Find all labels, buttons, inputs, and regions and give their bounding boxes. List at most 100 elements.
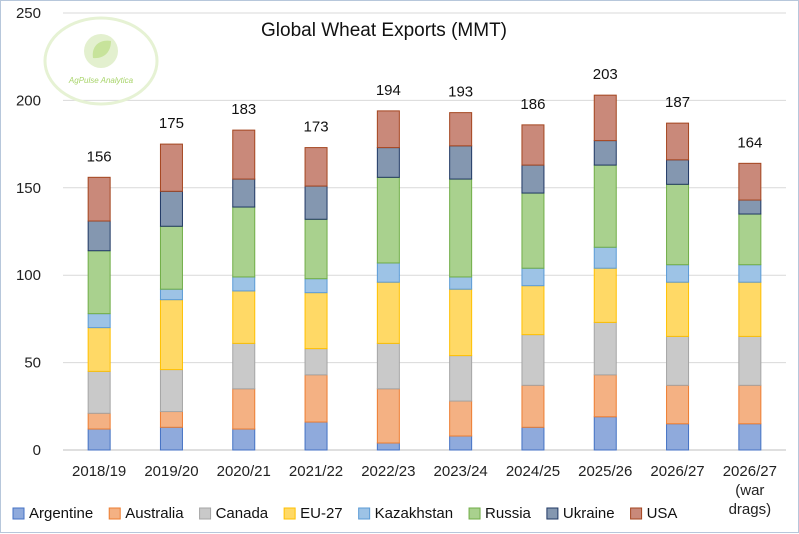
bar-segment-russia [232, 206, 256, 278]
total-label: 193 [448, 84, 473, 101]
bar-segment-eu-27 [738, 281, 762, 337]
total-label: 194 [376, 82, 401, 99]
bar-segment-eu-27 [232, 290, 256, 344]
bar-segment-australia [738, 384, 762, 425]
grid-lines [63, 12, 786, 451]
y-tick-label: 250 [16, 5, 41, 22]
bar-segment-kazakhstan [449, 276, 473, 290]
bar-segment-kazakhstan [521, 267, 545, 287]
legend-swatch-argentine [12, 507, 25, 520]
y-tick-label: 100 [16, 267, 41, 284]
x-tick-label: 2026/27 [723, 463, 777, 480]
bar-segment-ukraine [159, 190, 183, 227]
bar-segment-ukraine [376, 147, 400, 178]
x-tick-label: 2018/19 [72, 463, 126, 480]
total-label: 164 [737, 134, 762, 151]
bar-segment-australia [666, 384, 690, 425]
legend-swatch-kazakhstan [358, 507, 371, 520]
bar-segment-usa [738, 162, 762, 201]
bar-segment-eu-27 [449, 288, 473, 357]
bar-segment-russia [593, 164, 617, 248]
bar-segment-australia [376, 388, 400, 444]
bar-segment-ukraine [738, 199, 762, 215]
legend-label-eu-27: EU-27 [300, 505, 343, 522]
total-label: 173 [304, 119, 329, 136]
y-tick-label: 200 [16, 92, 41, 109]
bar-segment-argentine [87, 428, 111, 451]
bar-segment-canada [738, 335, 762, 386]
bar-segment-australia [593, 374, 617, 418]
x-tick-label: (war [735, 482, 764, 499]
bar-segment-argentine [521, 426, 545, 451]
x-tick-label: 2023/24 [434, 463, 488, 480]
bar-segment-usa [159, 143, 183, 192]
bar-segment-eu-27 [376, 281, 400, 344]
bar-segment-australia [521, 384, 545, 428]
legend-label-kazakhstan: Kazakhstan [375, 505, 453, 522]
bar-segment-russia [738, 213, 762, 266]
bar-segment-canada [593, 321, 617, 376]
bar-segment-ukraine [449, 145, 473, 180]
bar-segment-russia [449, 178, 473, 278]
bar-segment-ukraine [521, 164, 545, 194]
bar-segment-usa [304, 147, 328, 187]
bar-segment-kazakhstan [666, 264, 690, 283]
bar-segment-kazakhstan [159, 288, 183, 301]
y-tick-label: 150 [16, 180, 41, 197]
x-tick-label: 2026/27 [650, 463, 704, 480]
x-tick-label: drags) [729, 501, 772, 518]
x-tick-label: 2022/23 [361, 463, 415, 480]
bar-segment-russia [666, 183, 690, 266]
bar-segment-canada [521, 334, 545, 386]
x-tick-label: 2024/25 [506, 463, 560, 480]
bar-segment-argentine [666, 423, 690, 451]
bar-segment-argentine [593, 416, 617, 451]
bar-segment-usa [666, 122, 690, 161]
bar-segment-australia [232, 388, 256, 430]
bar-segment-eu-27 [666, 281, 690, 337]
bar-segment-canada [232, 342, 256, 390]
bar-segment-kazakhstan [593, 246, 617, 269]
x-tick-label: 2021/22 [289, 463, 343, 480]
bar-segment-australia [304, 374, 328, 423]
total-label: 183 [231, 101, 256, 118]
bar-segment-australia [87, 412, 111, 430]
bar-segment-ukraine [666, 159, 690, 185]
bar-segment-ukraine [593, 140, 617, 166]
bar-segment-eu-27 [159, 299, 183, 371]
bar-segment-canada [159, 369, 183, 413]
bar-segment-kazakhstan [87, 313, 111, 329]
x-tick-label: 2025/26 [578, 463, 632, 480]
legend-swatch-australia [108, 507, 121, 520]
legend: Argentine Australia Canada EU-27 Kazakhstan R… [12, 505, 678, 522]
total-label: 175 [159, 115, 184, 132]
bar-segment-australia [449, 400, 473, 437]
bar-segment-eu-27 [521, 285, 545, 336]
legend-label-usa: USA [647, 505, 678, 522]
bar-segment-ukraine [232, 178, 256, 208]
chart-title: Global Wheat Exports (MMT) [261, 20, 507, 41]
bar-segment-australia [159, 411, 183, 428]
legend-swatch-usa [630, 507, 643, 520]
bar-segment-canada [87, 370, 111, 414]
x-axis: 2018/19 2019/20 2020/21 2021/22 2022/23 2023/… [72, 463, 777, 518]
logo-text: AgPulse Analytica [68, 76, 134, 85]
bar-segment-russia [376, 176, 400, 264]
bar-segment-argentine [449, 435, 473, 451]
bar-stacks: 156 175 183 173 194 193 186 203 187 164 [87, 66, 762, 451]
bar-segment-usa [521, 124, 545, 166]
bar-segment-argentine [232, 428, 256, 451]
legend-label-canada: Canada [216, 505, 269, 522]
x-tick-label: 2020/21 [217, 463, 271, 480]
bar-segment-kazakhstan [376, 262, 400, 283]
bar-segment-eu-27 [593, 267, 617, 323]
bar-segment-ukraine [87, 220, 111, 252]
y-tick-label: 50 [24, 355, 41, 372]
bar-segment-eu-27 [304, 292, 328, 350]
bar-segment-ukraine [304, 185, 328, 220]
legend-label-ukraine: Ukraine [563, 505, 615, 522]
bar-segment-usa [376, 110, 400, 149]
bar-segment-canada [666, 335, 690, 386]
